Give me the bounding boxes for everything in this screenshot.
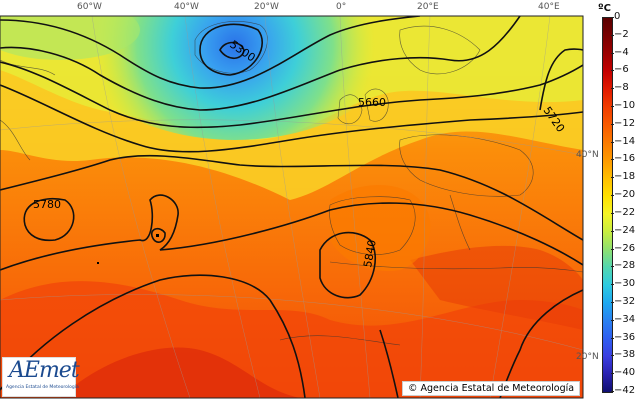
colorbar-tick-mark: [611, 319, 614, 321]
colorbar-tick-mark: [611, 284, 614, 286]
colorbar-tick-mark: [611, 337, 614, 339]
temperature-field: 5300 5660 5720 5780 5840: [0, 16, 583, 398]
colorbar-tick-label: −42: [614, 385, 636, 396]
colorbar-tick-label: −22: [614, 206, 636, 218]
colorbar-tick-mark: [611, 52, 614, 54]
colorbar-tick-mark: [611, 141, 614, 143]
isohypse-label-5840: 5840: [361, 239, 379, 269]
colorbar-tick-label: −34: [614, 313, 636, 325]
colorbar-tick-mark: [611, 266, 614, 268]
colorbar: [602, 17, 613, 393]
isohypse-label-5780: 5780: [33, 198, 61, 211]
colorbar-tick-mark: [611, 355, 614, 357]
lon-label-40w: 40°W: [174, 2, 199, 12]
colorbar-tick-mark: [611, 391, 614, 392]
logo-subtitle: Agencia Estatal de Meteorología: [6, 385, 79, 390]
colorbar-tick-mark: [611, 159, 614, 161]
lon-label-20w: 20°W: [254, 2, 279, 12]
lon-label-40e: 40°E: [538, 2, 560, 12]
graticule: [0, 16, 583, 398]
colorbar-tick-label: −2: [614, 28, 629, 40]
colorbar-tick-mark: [611, 195, 614, 197]
colorbar-tick-label: −14: [614, 135, 636, 147]
colorbar-tick-label: −38: [614, 349, 636, 361]
colorbar-tick-label: −4: [614, 46, 629, 58]
colorbar-tick-mark: [611, 123, 614, 125]
colorbar-tick-mark: [611, 230, 614, 232]
colorbar-tick-label: 0: [614, 11, 621, 22]
logo-text: AEmet: [9, 358, 80, 383]
colorbar-tick-label: −8: [614, 82, 629, 94]
colorbar-tick-label: −16: [614, 153, 636, 165]
colorbar-tick-mark: [611, 248, 614, 250]
isohypse-label-5660: 5660: [358, 96, 386, 109]
colorbar-tick-label: −20: [614, 189, 636, 201]
colorbar-tick-mark: [611, 34, 614, 36]
colorbar-tick-mark: [611, 373, 614, 375]
colorbar-tick-mark: [611, 212, 614, 214]
lat-label-40n: 40°N: [576, 150, 599, 160]
colorbar-tick-mark: [611, 106, 614, 108]
colorbar-tick-mark: [611, 17, 614, 18]
lon-label-60w: 60°W: [77, 2, 102, 12]
colorbar-tick-mark: [611, 301, 614, 303]
lon-label-20e: 20°E: [417, 2, 439, 12]
colorbar-tick-label: −12: [614, 117, 636, 129]
colorbar-tick-mark: [611, 88, 614, 90]
colorbar-tick-label: −36: [614, 331, 636, 343]
colorbar-tick-label: −18: [614, 171, 636, 183]
colorbar-tick-label: −10: [614, 100, 636, 112]
aemet-logo: AEmet Agencia Estatal de Meteorología: [2, 357, 80, 397]
colorbar-tick-label: −28: [614, 260, 636, 272]
colorbar-tick-label: −6: [614, 64, 629, 76]
copyright-notice: © Agencia Estatal de Meteorología: [402, 381, 581, 396]
colorbar-tick-mark: [611, 70, 614, 72]
colorbar-tick-label: −40: [614, 367, 636, 379]
colorbar-tick-label: −24: [614, 224, 636, 236]
colorbar-tick-mark: [611, 177, 614, 179]
map-border: [0, 15, 584, 399]
colorbar-tick-label: −30: [614, 278, 636, 290]
colorbar-tick-label: −32: [614, 295, 636, 307]
isohypse-lines: [0, 16, 583, 398]
colorbar-tick-label: −26: [614, 242, 636, 254]
colorbar-unit: ºC: [598, 3, 611, 14]
lat-label-20n: 20°N: [576, 352, 599, 362]
lon-label-0: 0°: [336, 2, 347, 12]
